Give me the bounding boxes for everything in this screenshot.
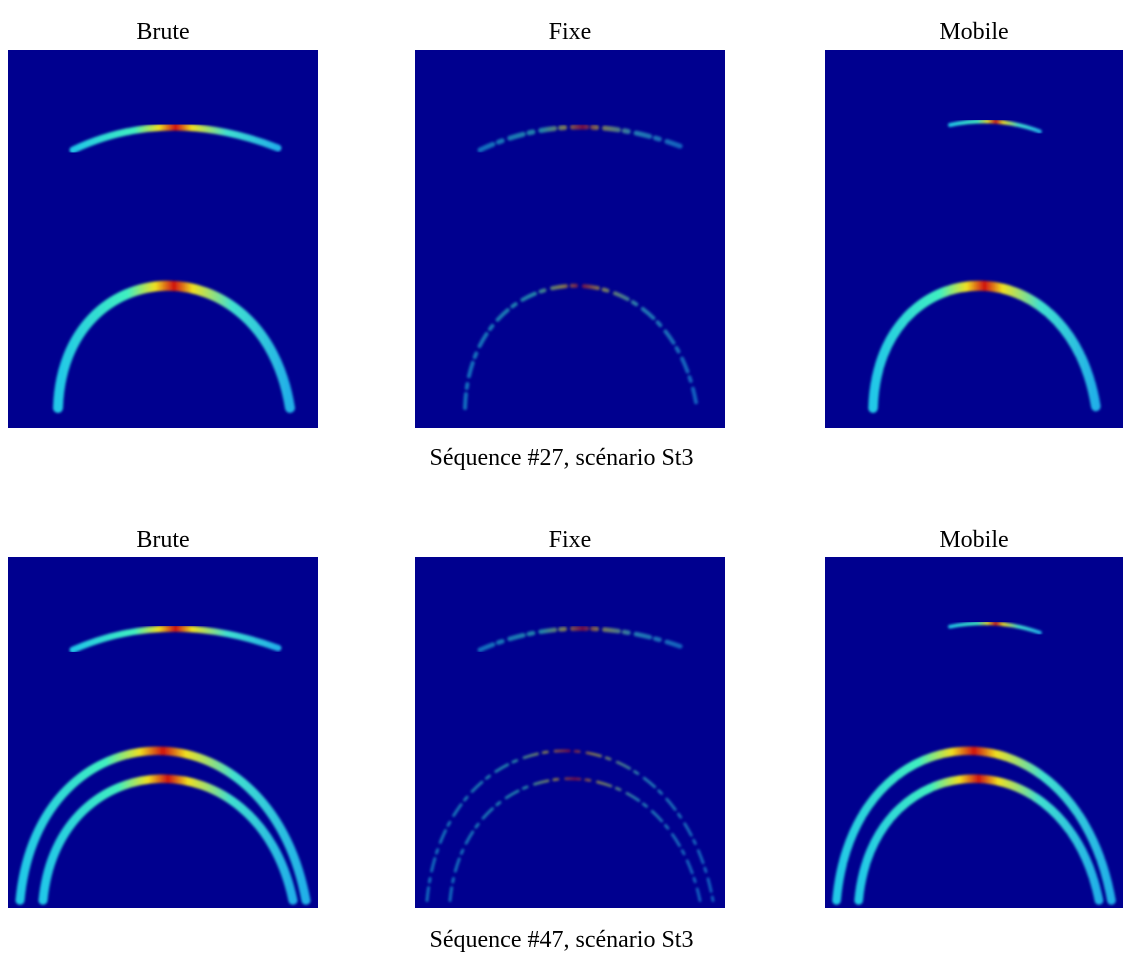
echo-arc: [448, 777, 702, 902]
echo-arc: [69, 625, 282, 654]
heatmap-image: [415, 50, 725, 428]
heatmap-image: [8, 557, 318, 908]
echo-arc: [477, 626, 688, 653]
echo-arc: [948, 621, 1044, 635]
echo-arc: [477, 124, 688, 153]
panel-title: Mobile: [939, 527, 1009, 553]
panel-title: Brute: [136, 19, 190, 45]
echo-arc: [854, 774, 1104, 905]
caption: Séquence #47, scénario St3: [429, 927, 694, 953]
heatmap-image: [825, 557, 1123, 908]
echo-arc: [38, 774, 298, 905]
background: [8, 50, 318, 428]
echo-arc: [69, 123, 282, 154]
panel-title: Fixe: [548, 19, 592, 45]
echo-arc: [948, 119, 1044, 134]
panel-title: Brute: [136, 527, 190, 553]
heatmap-image: [825, 50, 1123, 428]
echo-arc: [463, 283, 699, 410]
panel-title: Mobile: [939, 19, 1009, 45]
echo-arc: [53, 280, 295, 413]
panel-title: Fixe: [548, 527, 592, 553]
heatmap-image: [415, 557, 725, 908]
caption: Séquence #27, scénario St3: [429, 445, 694, 471]
echo-arc: [425, 749, 715, 902]
echo-arc: [15, 746, 311, 905]
background: [415, 557, 725, 908]
background: [415, 50, 725, 428]
echo-arc: [868, 280, 1101, 413]
heatmap-image: [8, 50, 318, 428]
echo-arc: [832, 746, 1116, 905]
background: [825, 50, 1123, 428]
